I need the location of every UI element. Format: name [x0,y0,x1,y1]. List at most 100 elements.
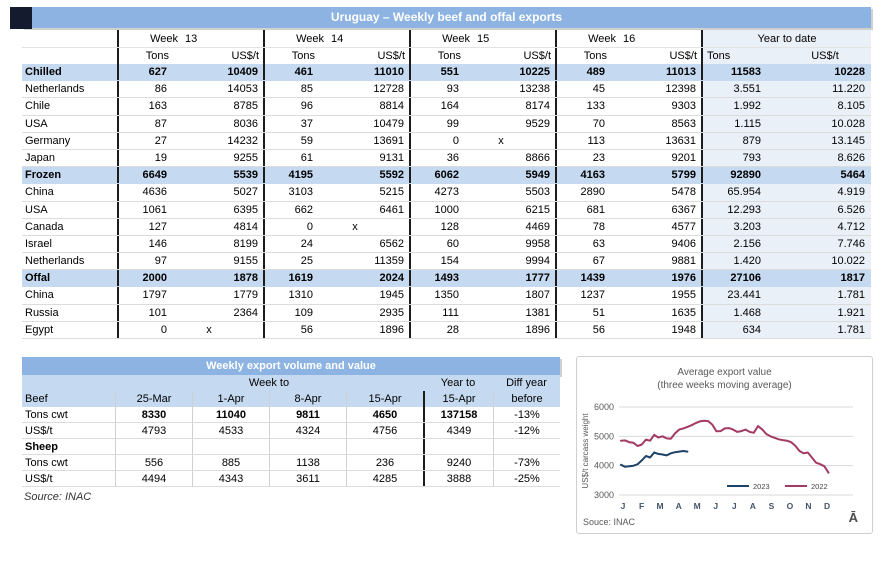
value-cell: 461 [263,64,325,81]
value-cell: 1797 [117,287,179,304]
tons-header: Tons [409,48,471,64]
week-word: Week [588,33,616,45]
value-cell: 5799 [671,169,696,182]
value-cell: 4756 [346,423,423,438]
value-cell: 1.420 [701,253,779,270]
value-cell: 1777 [525,272,550,285]
value-cell: 1896 [525,323,550,336]
svg-text:M: M [694,501,701,511]
value-cell: 8036 [233,117,258,130]
svg-text:N: N [805,501,811,511]
value-cell: 4.919 [779,184,871,201]
value-cell: 11010 [374,66,404,78]
value-cell: 10479 [373,117,404,130]
export-value-chart: Average export value (three weeks moving… [576,356,873,534]
value-cell: 6367 [671,203,696,216]
value-cell: 3103 [263,184,325,201]
value-cell: 4636 [117,184,179,201]
week-header: Week 13 [117,30,263,47]
svg-text:A: A [676,501,682,511]
value-cell: 10225 [519,66,550,78]
row-label: China [25,186,54,199]
value-cell: 12728 [373,83,404,96]
value-cell: 4285 [346,471,423,486]
svg-text:A: A [750,501,756,511]
row-label: Japan [25,151,55,164]
svg-text:D: D [824,501,830,511]
value-cell: 6.526 [779,201,871,218]
blank-cell [22,375,115,391]
value-cell: 85 [263,81,325,98]
value-cell: 1945 [379,289,404,302]
value-cell: 1807 [525,289,550,302]
row-label: Chilled [25,66,62,78]
value-cell: 19 [117,149,179,167]
row-label: Egypt [25,323,54,336]
week-number: 15 [477,33,490,45]
row-label: USA [25,203,48,216]
svg-text:M: M [657,501,664,511]
table-row: Israel 146 8199 24 6562 60 9958 63 9406 2.156 7.74… [22,235,871,254]
date-header: 1-Apr [192,391,269,407]
value-cell: -25% [493,471,560,486]
value-cell: 9529 [525,117,550,130]
row-label: Israel [25,237,52,250]
row-label: Offal [25,272,51,285]
table-row: Netherlands 86 14053 85 12728 93 13238 45 12398 3… [22,81,871,99]
row-label: Netherlands [25,83,85,96]
table1-units-header-row: Tons US$/t Tons US$/t Tons US$/t Tons US$/t Tons… [22,48,871,64]
value-cell: 9811 [269,407,346,422]
value-cell: 1817 [779,270,871,287]
value-cell: 1.921 [779,304,871,321]
row-label: US$/t [25,473,53,485]
value-cell: 1061 [117,201,179,218]
value-cell [192,439,269,454]
svg-text:2023: 2023 [753,482,770,491]
table-row: Netherlands 97 9155 25 11359 154 9994 67 9881 1.4… [22,253,871,271]
value-cell: 4533 [192,423,269,438]
value-cell: 8330 [115,407,192,422]
value-cell: 37 [263,115,325,132]
table2-body: Tons cwt 8330 11040 9811 4650 137158 -13% US$/t… [22,407,560,487]
value-cell: 5539 [233,169,258,182]
table-row: Frozen 6649 5539 4195 5592 6062 5949 4163 5799 92… [22,167,871,185]
value-cell: 1.115 [701,115,779,132]
value-cell: 5592 [379,169,404,182]
value-cell: 1976 [671,272,696,285]
chart-watermark: Ā [848,510,858,525]
row-label: Tons cwt [25,409,68,421]
table-row: Chilled 627 10409 461 11010 551 10225 489 11013 1… [22,64,871,82]
value-cell: 96 [263,98,325,115]
value-cell: 1896 [379,323,404,336]
row-label: Russia [25,306,59,319]
table-row: Germany 27 14232 59 13691 0 x 113 13631 879 13.145 [22,132,871,150]
value-cell: 1948 [671,323,696,336]
value-cell: 9201 [671,151,696,164]
value-cell: 1878 [233,272,258,285]
value-cell: 0 [117,321,179,338]
svg-text:J: J [732,501,737,511]
value-cell: 128 [409,218,471,235]
value-cell: 3.551 [701,81,779,98]
value-cell: 793 [701,149,779,167]
value-cell: 14053 [227,83,258,96]
value-cell: 885 [192,455,269,470]
value-cell: 111 [409,304,471,321]
value-cell: 10.022 [779,253,871,270]
value-cell: 4324 [269,423,346,438]
value-cell [115,439,192,454]
value-cell: 4469 [525,220,550,233]
value-cell: 23 [555,149,617,167]
value-cell: 551 [409,64,471,81]
value-cell: 0 [263,218,325,235]
usd-header: US$/t [231,50,259,62]
value-cell: 59 [263,132,325,149]
value-cell: 1.992 [701,98,779,115]
blank-cell [22,48,117,64]
diff-before-cell: before [493,391,560,407]
chart-subtitle: (three weeks moving average) [657,380,792,391]
value-cell: 2024 [379,272,404,285]
value-cell: 13631 [665,134,696,147]
corner-logo [10,7,32,29]
